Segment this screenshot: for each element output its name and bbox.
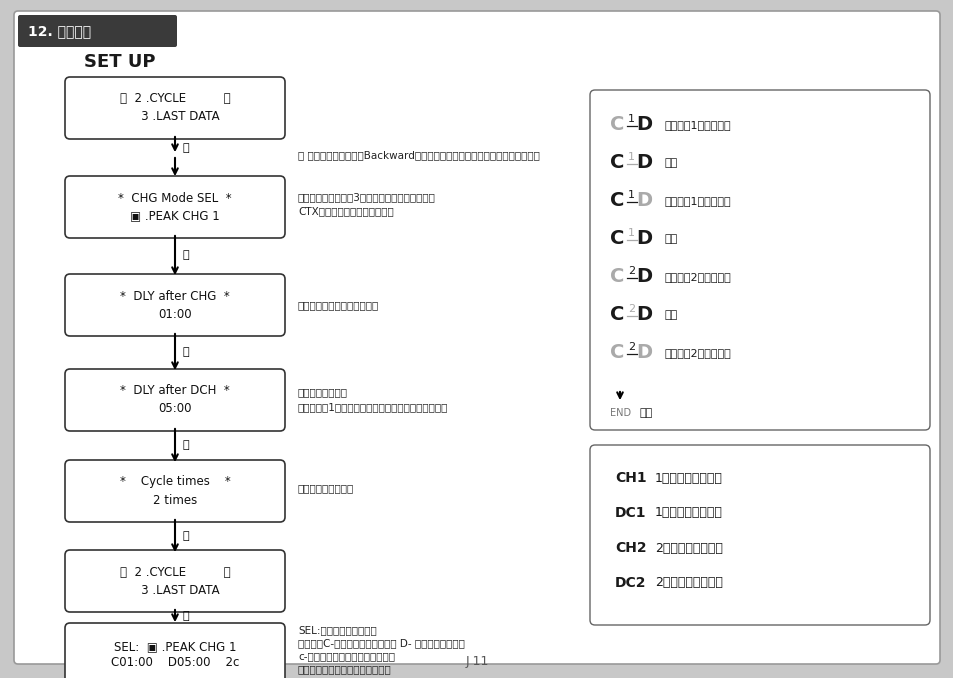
Text: END: END (609, 408, 631, 418)
Text: 2: 2 (627, 266, 635, 276)
Text: ▣ .PEAK CHG 1: ▣ .PEAK CHG 1 (130, 210, 219, 222)
Text: C: C (609, 191, 623, 210)
FancyBboxPatch shape (18, 15, 177, 47)
Text: 1: 1 (627, 228, 635, 238)
Text: ⏭: ⏭ (183, 531, 190, 541)
Text: 待機: 待機 (664, 234, 678, 244)
FancyBboxPatch shape (65, 77, 285, 139)
FancyBboxPatch shape (14, 11, 939, 664)
Text: 2 times: 2 times (152, 494, 197, 506)
Text: D: D (636, 115, 652, 134)
Text: J 11: J 11 (465, 656, 488, 669)
Text: 2回目の充電データ: 2回目の充電データ (655, 542, 722, 555)
Text: （サイクル1回の時は設定する必要がありません。）: （サイクル1回の時は設定する必要がありません。） (297, 402, 448, 412)
Text: 01:00: 01:00 (158, 308, 192, 321)
Text: SET UP: SET UP (84, 53, 155, 71)
Text: C: C (609, 229, 623, 249)
Text: メモリーされている3種類のピーク充電　及び、: メモリーされている3種類のピーク充電 及び、 (297, 192, 436, 202)
Text: 3 .LAST DATA: 3 .LAST DATA (130, 584, 219, 597)
Text: ⏭: ⏭ (183, 611, 190, 621)
Text: *  DLY after DCH  *: * DLY after DCH * (120, 384, 230, 397)
Text: サイクル2回目の放電: サイクル2回目の放電 (664, 348, 731, 358)
Text: ⏭: ⏭ (183, 347, 190, 357)
Text: DC1: DC1 (615, 506, 646, 520)
Text: 05:00: 05:00 (158, 403, 192, 416)
FancyBboxPatch shape (65, 176, 285, 238)
Text: SEL:選択した充電モード: SEL:選択した充電モード (297, 625, 376, 635)
Text: *    Cycle times    *: * Cycle times * (119, 475, 230, 489)
Text: ⏮ メインメニューからBackwardキーを押してサイクル設定画面に入ります。: ⏮ メインメニューからBackwardキーを押してサイクル設定画面に入ります。 (297, 150, 539, 160)
Text: 設定したC-充電終了後の待機時間 D- 放電後の待機時間: 設定したC-充電終了後の待機時間 D- 放電後の待機時間 (297, 638, 464, 648)
Text: ⏮: ⏮ (183, 143, 190, 153)
FancyBboxPatch shape (589, 90, 929, 430)
Text: 2: 2 (627, 304, 635, 314)
Text: D: D (636, 306, 652, 325)
Text: 2回目の放電データ: 2回目の放電データ (655, 576, 722, 589)
Text: ⏮  2 .CYCLE          ⏭: ⏮ 2 .CYCLE ⏭ (119, 565, 230, 578)
Text: D: D (636, 191, 652, 210)
Text: 1: 1 (627, 114, 635, 124)
FancyBboxPatch shape (65, 550, 285, 612)
Text: CH1: CH1 (615, 471, 646, 485)
Text: 待機: 待機 (664, 158, 678, 168)
Text: SEL:  ▣ .PEAK CHG 1: SEL: ▣ .PEAK CHG 1 (113, 641, 236, 654)
Text: 3 .LAST DATA: 3 .LAST DATA (130, 111, 219, 123)
Text: C: C (609, 344, 623, 363)
Text: 1: 1 (627, 152, 635, 162)
FancyBboxPatch shape (589, 445, 929, 625)
Text: 放電後の待機時間: 放電後の待機時間 (297, 387, 348, 397)
FancyBboxPatch shape (65, 460, 285, 522)
Text: C: C (609, 115, 623, 134)
Text: D: D (636, 268, 652, 287)
Text: D: D (636, 153, 652, 172)
Text: C: C (609, 268, 623, 287)
Text: サイクル1回目の充電: サイクル1回目の充電 (664, 120, 731, 130)
Text: c-サイクル回数　表示されます。: c-サイクル回数 表示されます。 (297, 651, 395, 661)
Text: 充電終了後の待機時間を設定: 充電終了後の待機時間を設定 (297, 300, 379, 310)
Text: ⏮  2 .CYCLE          ⏭: ⏮ 2 .CYCLE ⏭ (119, 92, 230, 106)
Text: 1回目の充電データ: 1回目の充電データ (655, 471, 722, 485)
Text: CTX充電から充電モードを選択: CTX充電から充電モードを選択 (297, 206, 394, 216)
FancyBboxPatch shape (65, 369, 285, 431)
Text: 1回目の放電データ: 1回目の放電データ (655, 506, 722, 519)
Text: CH2: CH2 (615, 541, 646, 555)
Text: 待機: 待機 (664, 310, 678, 320)
Text: *  CHG Mode SEL  *: * CHG Mode SEL * (118, 191, 232, 205)
Text: C: C (609, 153, 623, 172)
Text: ⏭キーでサイクルスタートです。: ⏭キーでサイクルスタートです。 (297, 664, 392, 674)
Text: 2: 2 (627, 342, 635, 352)
Text: サイクル2回目の充電: サイクル2回目の充電 (664, 272, 731, 282)
Text: 終了: 終了 (639, 408, 653, 418)
Text: C01:00    D05:00    2c: C01:00 D05:00 2c (111, 656, 239, 669)
Text: サイクル回数を設定: サイクル回数を設定 (297, 483, 354, 493)
Text: サイクル1回目の放電: サイクル1回目の放電 (664, 196, 731, 206)
Text: ⏭: ⏭ (183, 441, 190, 450)
Text: C: C (609, 306, 623, 325)
Text: D: D (636, 229, 652, 249)
FancyBboxPatch shape (65, 623, 285, 678)
Text: DC2: DC2 (615, 576, 646, 590)
FancyBboxPatch shape (65, 274, 285, 336)
Text: D: D (636, 344, 652, 363)
Text: *  DLY after CHG  *: * DLY after CHG * (120, 290, 230, 302)
Text: 1: 1 (627, 190, 635, 200)
Text: 12. サイクル: 12. サイクル (28, 24, 91, 38)
Text: ⏭: ⏭ (183, 250, 190, 260)
